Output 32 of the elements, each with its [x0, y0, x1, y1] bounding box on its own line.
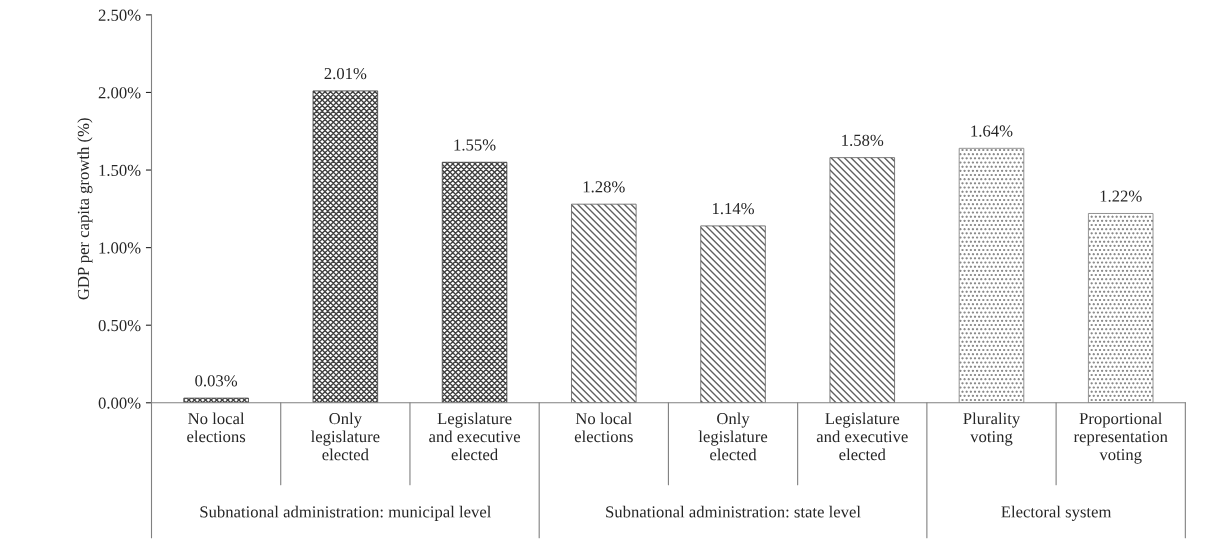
y-tick-label: 2.00% [98, 87, 141, 99]
x-tick-label: Plurality voting [963, 412, 1021, 446]
data-label: 1.28% [583, 181, 625, 193]
bar [571, 203, 637, 403]
text: Subnational administration: municipal level [200, 505, 492, 521]
x-tick-label: No local elections [574, 412, 633, 443]
bar [441, 161, 508, 403]
x-tick-label: Legislature and executive elected [429, 412, 521, 461]
x-tick-label: Only legislature elected [698, 412, 768, 461]
bar [312, 90, 379, 403]
y-tick-label: 0.50% [98, 319, 141, 332]
y-tick-label: 2.50% [98, 9, 141, 21]
data-label: 0.03% [195, 375, 238, 387]
data-label: 1.22% [1100, 190, 1142, 202]
data-label: 2.01% [324, 67, 367, 80]
y-tick-label: 1.00% [99, 242, 141, 254]
data-label: 1.55% [454, 139, 496, 151]
data-label: 1.58% [842, 134, 884, 146]
x-tick-label: No local elections [187, 412, 246, 443]
data-label: 1.64% [971, 125, 1013, 137]
y-tick-label: 1.50% [99, 164, 141, 177]
y-axis-title: GDP per capita growth (%) [77, 118, 93, 300]
bar [183, 397, 249, 403]
x-tick-label: Proportional representation voting [1073, 412, 1168, 464]
text: Electoral system [1001, 505, 1112, 521]
data-label: 1.14% [712, 202, 754, 215]
y-tick-label: 0.00% [98, 397, 141, 409]
x-tick-label: Only legislature elected [310, 412, 380, 461]
text: Subnational administration: state level [606, 505, 861, 518]
x-tick-label: Legislature and executive elected [816, 412, 908, 461]
bar [700, 225, 766, 403]
bar [829, 157, 895, 403]
